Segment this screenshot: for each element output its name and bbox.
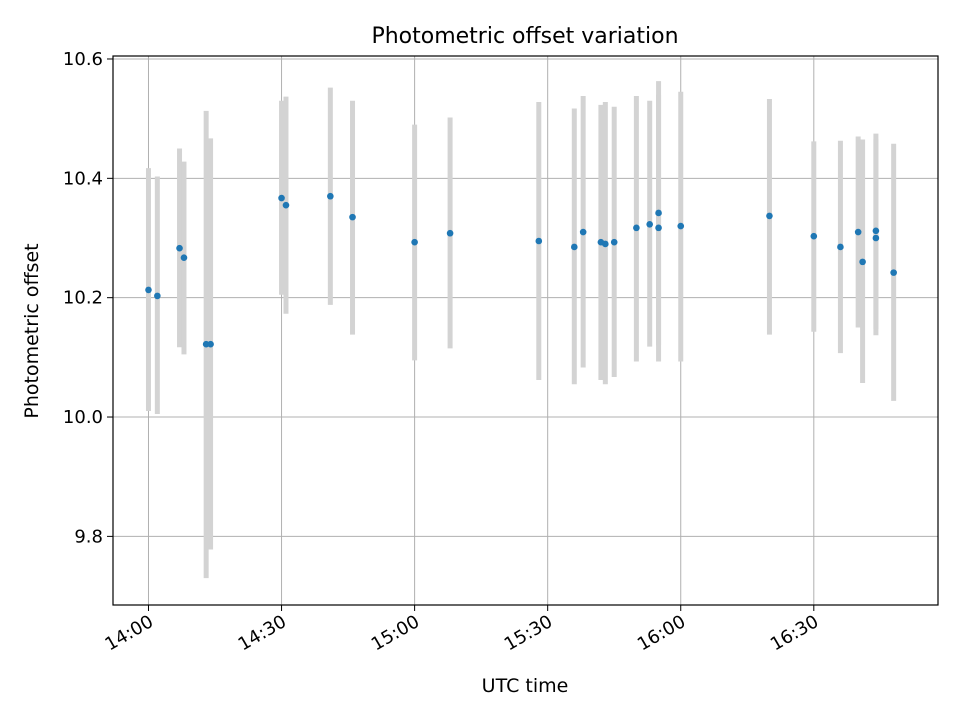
x-axis-label: UTC time xyxy=(482,675,569,697)
x-tick-label: 16:00 xyxy=(634,611,689,655)
data-point xyxy=(145,286,152,294)
data-point xyxy=(176,244,183,252)
data-point xyxy=(180,254,188,261)
data-point xyxy=(872,234,880,242)
data-point xyxy=(411,238,418,246)
error-bars xyxy=(145,81,897,579)
data-point xyxy=(810,232,818,240)
data-point xyxy=(282,201,290,209)
data-point xyxy=(446,229,454,237)
data-point xyxy=(766,212,773,220)
data-points xyxy=(145,192,897,348)
y-axis: 9.8 10.0 10.2 10.4 10.6 xyxy=(63,49,113,547)
data-point xyxy=(349,213,356,221)
data-point xyxy=(837,243,844,251)
data-point xyxy=(327,192,334,200)
plot-frame xyxy=(112,55,939,606)
y-tick-label: 10.6 xyxy=(63,49,103,70)
data-point xyxy=(872,227,880,235)
y-axis-label: Photometric offset xyxy=(21,243,43,418)
data-point xyxy=(890,269,897,276)
data-point xyxy=(579,228,587,236)
data-point xyxy=(207,340,214,348)
data-point xyxy=(535,237,543,245)
data-point xyxy=(154,292,161,300)
y-tick-label: 10.4 xyxy=(63,168,103,189)
x-tick-label: 15:00 xyxy=(368,611,423,655)
x-tick-label: 14:30 xyxy=(235,611,290,655)
data-point xyxy=(570,243,578,251)
x-axis: 14:00 14:30 15:00 15:30 16:00 16:30 xyxy=(102,605,822,655)
y-tick-label: 9.8 xyxy=(74,526,103,547)
data-point xyxy=(646,220,653,228)
data-point xyxy=(633,224,640,232)
x-tick-label: 16:30 xyxy=(767,611,822,655)
data-point xyxy=(854,228,862,236)
y-tick-label: 10.2 xyxy=(63,288,103,309)
data-point xyxy=(278,194,285,202)
data-point xyxy=(859,258,866,266)
data-point xyxy=(655,209,662,217)
y-tick-label: 10.0 xyxy=(63,407,103,428)
chart-title: Photometric offset variation xyxy=(371,24,678,49)
data-point xyxy=(602,240,609,248)
data-point xyxy=(655,224,662,232)
data-point xyxy=(610,238,618,246)
x-tick-label: 15:30 xyxy=(501,611,556,655)
x-tick-label: 14:00 xyxy=(102,611,157,655)
data-point xyxy=(677,222,685,230)
